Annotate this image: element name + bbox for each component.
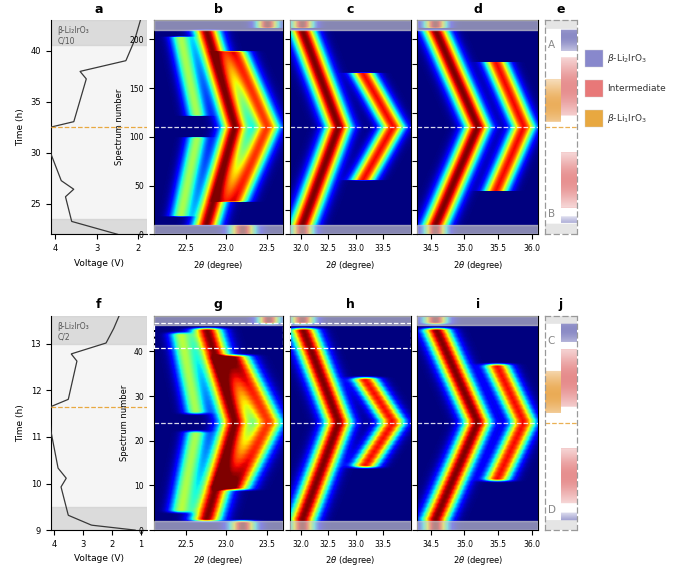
X-axis label: 2$\theta$ (degree): 2$\theta$ (degree)	[193, 259, 243, 271]
Bar	[418, 521, 538, 530]
Text: D: D	[548, 505, 556, 515]
Bar	[51, 316, 146, 344]
Bar	[154, 521, 283, 530]
Y-axis label: Spectrum number: Spectrum number	[119, 385, 129, 461]
X-axis label: Voltage (V): Voltage (V)	[74, 259, 124, 267]
Text: B: B	[548, 209, 555, 219]
Text: c: c	[346, 3, 354, 15]
Bar	[51, 507, 146, 530]
Bar	[418, 225, 538, 234]
X-axis label: 2$\theta$ (degree): 2$\theta$ (degree)	[453, 555, 503, 567]
Text: C: C	[548, 336, 555, 345]
Y-axis label: Time (h): Time (h)	[16, 108, 25, 146]
Bar	[585, 80, 603, 97]
Bar	[585, 50, 603, 67]
Bar	[290, 316, 411, 325]
Bar	[290, 323, 411, 348]
X-axis label: 2$\theta$ (degree): 2$\theta$ (degree)	[193, 555, 243, 567]
Bar	[51, 20, 146, 46]
Text: d: d	[473, 3, 482, 15]
Text: $\beta$-Li$_2$IrO$_3$: $\beta$-Li$_2$IrO$_3$	[607, 52, 647, 65]
Bar	[290, 225, 411, 234]
Bar	[154, 20, 283, 30]
X-axis label: Voltage (V): Voltage (V)	[74, 555, 124, 563]
X-axis label: 2$\theta$ (degree): 2$\theta$ (degree)	[453, 259, 503, 271]
Text: b: b	[214, 3, 222, 15]
Text: β-Li₂IrO₃
C/2: β-Li₂IrO₃ C/2	[58, 322, 89, 341]
Bar	[418, 20, 538, 30]
Bar	[585, 110, 603, 127]
Bar	[154, 323, 283, 348]
Bar	[290, 20, 411, 30]
Text: $\beta$-Li$_1$IrO$_3$: $\beta$-Li$_1$IrO$_3$	[607, 112, 647, 125]
Text: j: j	[559, 299, 563, 311]
Text: β-Li₂IrO₃
C/10: β-Li₂IrO₃ C/10	[58, 26, 89, 46]
Bar	[154, 225, 283, 234]
Text: i: i	[476, 299, 480, 311]
Text: A: A	[548, 40, 555, 50]
Bar	[51, 219, 146, 234]
X-axis label: 2$\theta$ (degree): 2$\theta$ (degree)	[325, 555, 376, 567]
Text: f: f	[96, 299, 102, 311]
Text: a: a	[94, 3, 103, 15]
Text: g: g	[214, 299, 222, 311]
Y-axis label: Spectrum number: Spectrum number	[115, 89, 124, 165]
Text: h: h	[346, 299, 355, 311]
Y-axis label: Time (h): Time (h)	[16, 404, 25, 442]
Text: e: e	[557, 3, 565, 15]
Bar	[154, 316, 283, 325]
Text: Intermediate: Intermediate	[607, 84, 666, 93]
X-axis label: 2$\theta$ (degree): 2$\theta$ (degree)	[325, 259, 376, 271]
Bar	[418, 316, 538, 325]
Bar	[290, 521, 411, 530]
